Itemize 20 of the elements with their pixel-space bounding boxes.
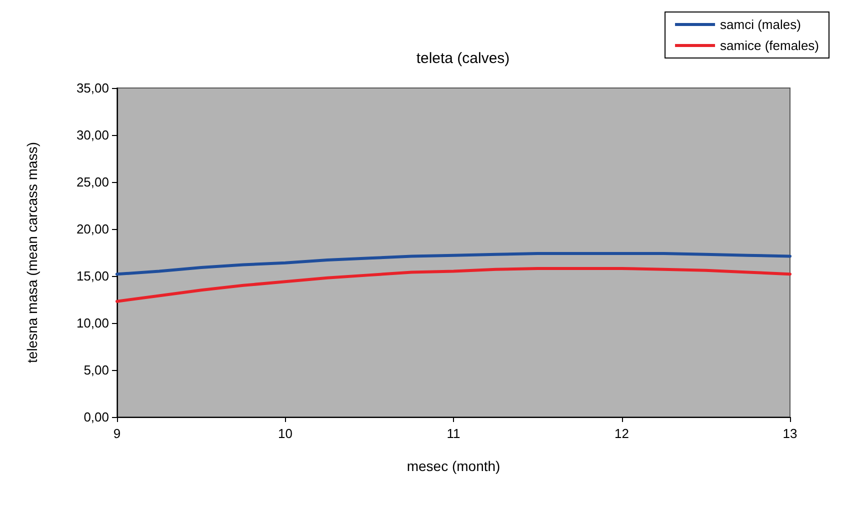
x-axis-title: mesec (month) [406, 458, 500, 474]
y-tick-label: 10,00 [76, 316, 109, 330]
line-series [116, 252, 792, 276]
y-axis-title: telesna masa (mean carcass mass) [24, 142, 40, 363]
legend-label: samci (males) [720, 17, 801, 32]
x-tick-label: 13 [782, 426, 798, 441]
y-tick-label: 0,00 [84, 410, 109, 424]
y-tick-label: 20,00 [76, 222, 109, 236]
y-tick-label: 30,00 [76, 128, 109, 142]
legend-label: samice (females) [720, 38, 819, 53]
y-tick-label: 35,00 [76, 80, 109, 96]
x-tick-label: 11 [446, 426, 460, 441]
y-tick-label: 15,00 [76, 268, 109, 284]
y-tick-label: 5,00 [84, 362, 109, 378]
y-tick-label: 25,00 [76, 174, 109, 190]
x-tick-label: 9 [113, 426, 121, 441]
line-series [116, 266, 792, 303]
chart-title: teleta (calves) [416, 50, 510, 67]
x-tick-label: 10 [278, 426, 292, 441]
x-tick-label: 12 [614, 426, 629, 441]
